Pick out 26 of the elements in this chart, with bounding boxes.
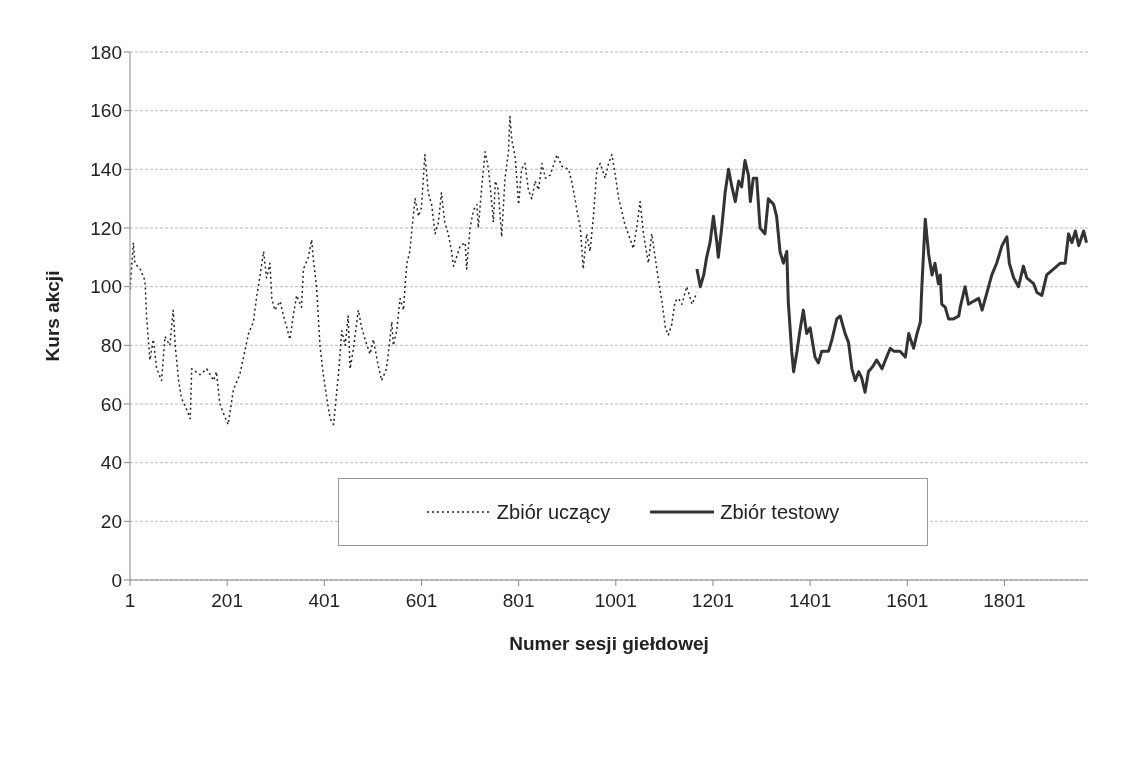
x-tick-label: 1001 <box>594 590 637 612</box>
x-tick-label: 1201 <box>691 590 735 612</box>
x-tick-label: 601 <box>405 590 438 612</box>
x-axis-title: Numer sesji giełdowej <box>509 633 709 654</box>
y-axis-title: Kurs akcji <box>41 270 63 362</box>
legend-label: Zbiór uczący <box>496 500 611 524</box>
y-tick-label: 20 <box>100 511 122 533</box>
y-tick-label: 140 <box>90 159 122 181</box>
x-tick-label: 1401 <box>788 590 832 612</box>
y-tick-label: 40 <box>100 452 122 474</box>
line-series <box>130 115 698 426</box>
y-tick-label: 80 <box>100 335 122 357</box>
y-tick-label: 120 <box>90 217 122 239</box>
x-tick-label: 1801 <box>983 590 1026 612</box>
y-tick-label: 0 <box>111 569 122 591</box>
x-tick-label: 401 <box>308 590 341 612</box>
y-tick-label: 100 <box>90 276 122 298</box>
x-tick-label: 1601 <box>886 590 929 612</box>
x-tick-label: 201 <box>211 590 244 612</box>
y-tick-label: 60 <box>100 393 122 415</box>
line-series <box>695 159 1088 394</box>
x-tick-label: 801 <box>502 590 535 612</box>
y-tick-label: 180 <box>90 41 122 63</box>
legend-label: Zbiór testowy <box>720 500 840 524</box>
y-tick-label: 160 <box>90 100 122 122</box>
x-tick-label: 1 <box>124 590 136 612</box>
